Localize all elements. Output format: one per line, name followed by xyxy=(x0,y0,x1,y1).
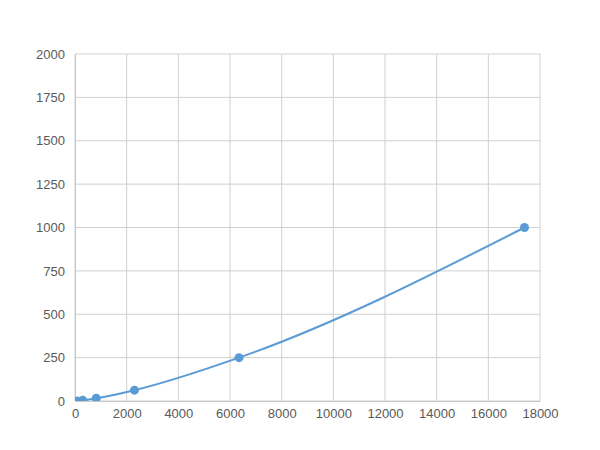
y-tick-label: 500 xyxy=(43,307,65,322)
x-tick-label: 0 xyxy=(72,406,79,421)
grid-line-y xyxy=(75,270,540,271)
y-tick-label: 1250 xyxy=(36,177,65,192)
y-axis: 0 250 500 750 1000 1250 1500 1750 2000 xyxy=(36,47,75,409)
y-tick: 0 xyxy=(58,394,75,409)
y-tick-label: 1500 xyxy=(36,133,65,148)
marker xyxy=(78,396,87,401)
x-tick-label: 18000 xyxy=(522,406,558,421)
y-tick-label: 2000 xyxy=(36,47,65,62)
grid xyxy=(75,54,540,401)
y-tick-label: 750 xyxy=(43,264,65,279)
grid-line-x xyxy=(385,54,386,401)
y-tick-label: 1000 xyxy=(36,220,65,235)
x-tick-label: 8000 xyxy=(268,406,297,421)
x-tick: 14000 xyxy=(419,401,455,421)
x-axis-line xyxy=(76,401,541,402)
x-tick-label: 6000 xyxy=(216,406,245,421)
y-tick: 1750 xyxy=(36,90,75,105)
x-tick: 10000 xyxy=(316,401,352,421)
grid-line-x xyxy=(126,54,127,401)
x-tick: 18000 xyxy=(522,401,558,421)
grid-line-y xyxy=(75,97,540,98)
line xyxy=(77,228,524,402)
y-tick: 1000 xyxy=(36,220,75,235)
x-tick: 12000 xyxy=(367,401,403,421)
x-axis: 0 2000 4000 6000 8000 10000 12000 14000 16000 180… xyxy=(72,401,559,421)
marker xyxy=(130,386,139,395)
series xyxy=(75,223,529,401)
x-tick-label: 4000 xyxy=(164,406,193,421)
marker xyxy=(235,353,244,362)
marker xyxy=(92,394,101,401)
plot: 0200040006000800010000120001400016000180… xyxy=(36,47,559,422)
grid-line-y xyxy=(75,184,540,185)
marker xyxy=(520,223,529,232)
y-tick-label: 250 xyxy=(43,350,65,365)
x-tick: 16000 xyxy=(471,401,507,421)
x-tick-label: 12000 xyxy=(367,406,403,421)
grid-line-x xyxy=(333,54,334,401)
grid-line-y xyxy=(75,54,540,55)
y-tick: 250 xyxy=(43,350,75,365)
grid-line-x xyxy=(281,54,282,401)
grid-line-x xyxy=(488,54,489,401)
grid-line-x xyxy=(540,54,541,401)
x-tick: 0 xyxy=(72,401,79,421)
y-tick-label: 0 xyxy=(58,394,65,409)
grid-line-y xyxy=(75,401,540,402)
y-tick: 500 xyxy=(43,307,75,322)
grid-line-y xyxy=(75,357,540,358)
grid-line-x xyxy=(230,54,231,401)
y-tick: 2000 xyxy=(36,47,75,62)
x-tick-label: 16000 xyxy=(471,406,507,421)
x-tick: 6000 xyxy=(216,401,245,421)
y-tick: 1250 xyxy=(36,177,75,192)
y-tick: 1500 xyxy=(36,133,75,148)
grid-line-y xyxy=(75,314,540,315)
x-tick-label: 10000 xyxy=(316,406,352,421)
y-axis-line xyxy=(75,55,76,402)
chart: 0200040006000800010000120001400016000180… xyxy=(0,0,600,450)
grid-line-y xyxy=(75,227,540,228)
y-tick-label: 1750 xyxy=(36,90,65,105)
grid-line-x xyxy=(436,54,437,401)
grid-line-y xyxy=(75,140,540,141)
x-tick-label: 14000 xyxy=(419,406,455,421)
x-tick: 2000 xyxy=(113,401,142,421)
x-tick-label: 2000 xyxy=(113,406,142,421)
x-tick: 4000 xyxy=(164,401,193,421)
y-tick: 750 xyxy=(43,264,75,279)
grid-line-x xyxy=(178,54,179,401)
x-tick: 8000 xyxy=(268,401,297,421)
grid-line-x xyxy=(75,54,76,401)
